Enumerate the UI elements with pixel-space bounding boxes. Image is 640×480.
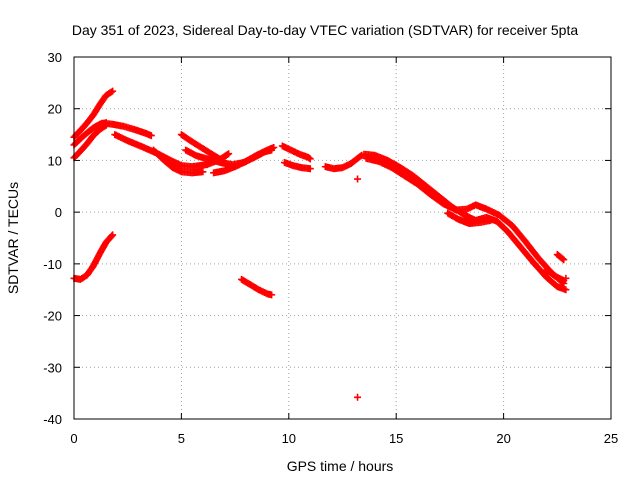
x-axis-label: GPS time / hours xyxy=(287,458,394,474)
data-point xyxy=(108,232,116,240)
data-point xyxy=(223,151,231,159)
data-point xyxy=(270,144,278,151)
y-tick-label: 0 xyxy=(55,205,62,220)
data-point xyxy=(109,231,117,239)
data-point xyxy=(354,175,362,183)
x-tick-label: 5 xyxy=(178,431,185,446)
data-point xyxy=(199,168,207,176)
x-tick-label: 0 xyxy=(70,431,77,446)
data-point xyxy=(109,87,117,95)
series-isolated-points xyxy=(354,175,570,401)
data-point xyxy=(562,286,570,294)
y-axis-label: SDTVAR / TECUs xyxy=(5,182,21,294)
y-tick-label: 30 xyxy=(48,50,62,65)
y-tick-label: -20 xyxy=(43,309,62,324)
series-arc-late-b xyxy=(281,158,314,173)
series-arc-end-short xyxy=(553,251,568,264)
y-tick-label: -40 xyxy=(43,412,62,427)
x-tick-label: 20 xyxy=(496,431,510,446)
series-arc-mid-d xyxy=(210,144,278,177)
data-point xyxy=(225,150,233,158)
data-point xyxy=(562,274,570,282)
data-point xyxy=(306,165,314,173)
data-series xyxy=(70,87,570,401)
data-point xyxy=(306,155,314,163)
series-arc-main-lower xyxy=(444,209,495,228)
series-arc-long-top xyxy=(98,119,155,140)
data-point xyxy=(354,393,362,401)
y-tick-label: -10 xyxy=(43,257,62,272)
series-arc-low-rise xyxy=(70,231,117,283)
series-arc-late-a xyxy=(278,142,314,163)
x-tick-label: 25 xyxy=(604,431,618,446)
data-point xyxy=(268,291,276,299)
x-tick-label: 10 xyxy=(282,431,296,446)
y-tick-label: 20 xyxy=(48,102,62,117)
plot-frame xyxy=(73,56,612,420)
series-arc-end-tail xyxy=(543,266,568,284)
data-point xyxy=(107,88,115,96)
series-arc-mid-a xyxy=(149,146,207,177)
series-arc-low-mid xyxy=(238,275,276,299)
series-arc-late-c xyxy=(321,151,366,173)
x-tick-label: 15 xyxy=(389,431,403,446)
chart-title: Day 351 of 2023, Sidereal Day-to-day VTE… xyxy=(72,22,579,38)
axis-ticks: 0 5 10 15 20 25 -40 -30 -20 -10 0 10 20 30 xyxy=(43,50,618,446)
data-point xyxy=(560,256,568,264)
grid-lines xyxy=(74,57,611,419)
data-point xyxy=(147,132,155,140)
data-point xyxy=(559,255,567,263)
series-arc-main-upper xyxy=(362,154,568,288)
data-point xyxy=(487,216,495,224)
y-tick-label: 10 xyxy=(48,153,62,168)
y-tick-label: -30 xyxy=(43,360,62,375)
